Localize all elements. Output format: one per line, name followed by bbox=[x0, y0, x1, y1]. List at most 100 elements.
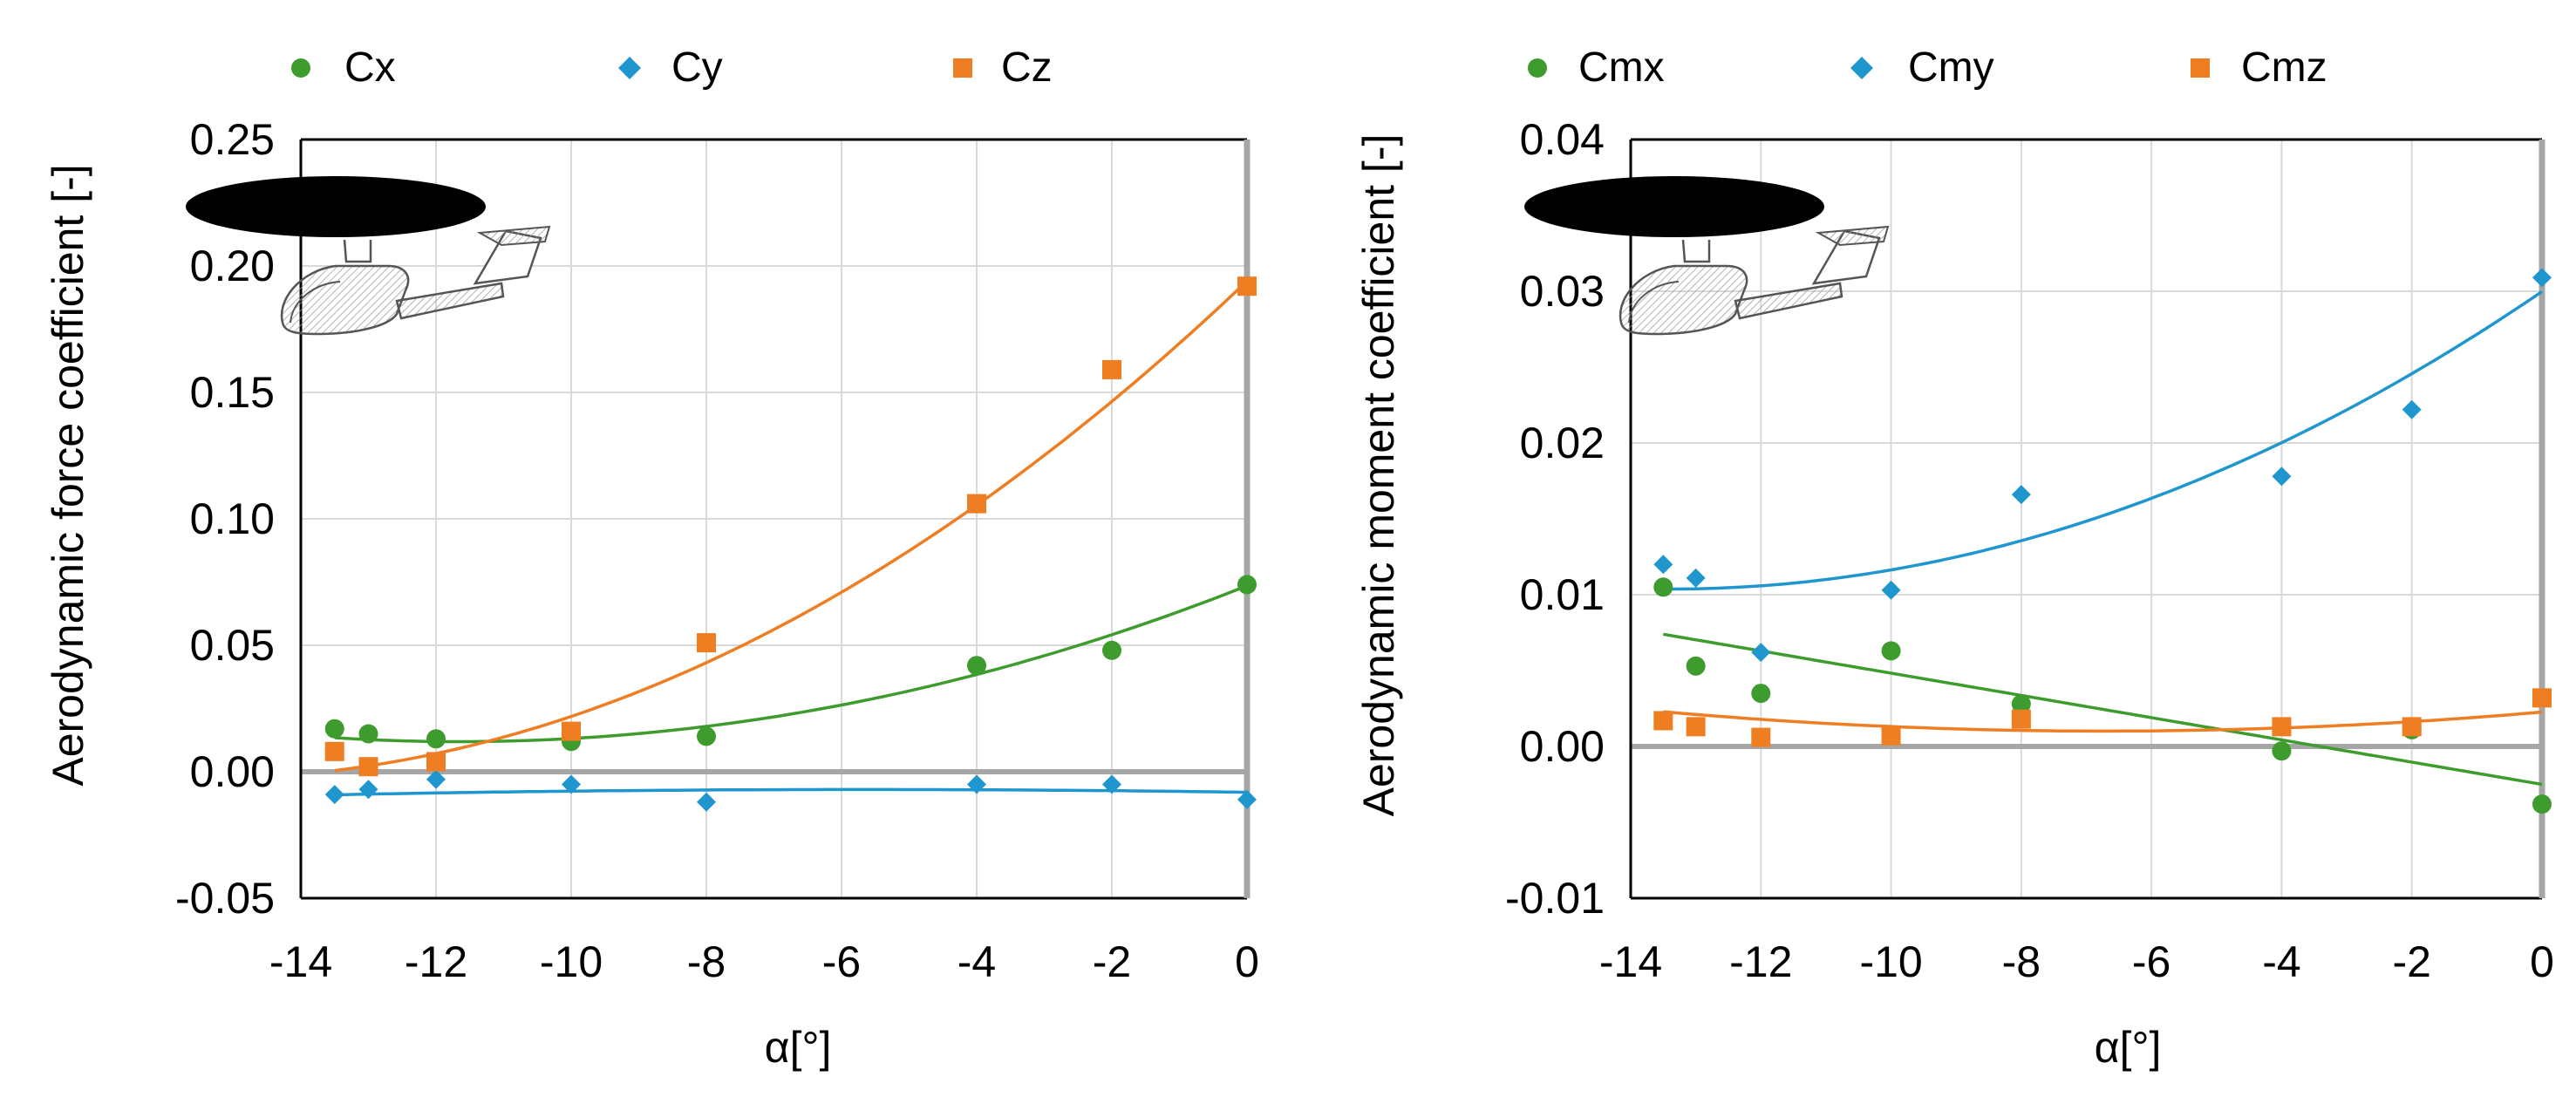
data-point-cz bbox=[562, 721, 581, 741]
legend-marker-cz bbox=[953, 58, 972, 78]
y-tick-label: 0.25 bbox=[190, 115, 275, 164]
rotor-mast bbox=[343, 239, 372, 263]
data-point-cmy bbox=[1653, 555, 1673, 575]
axes-frame bbox=[299, 138, 1251, 900]
moment-coefficient-chart: Cmx Cmy Cmz -14 -12 -10 -8 -6 -4 -2 0 bbox=[1354, 44, 2554, 1072]
y-tick-label: 0.00 bbox=[1520, 722, 1605, 771]
y-tick-label: 0.01 bbox=[1520, 570, 1605, 619]
legend-label-cmy: Cmy bbox=[1908, 44, 1994, 91]
legend-marker-cmx bbox=[1528, 58, 1547, 78]
trendline-cmy bbox=[1663, 290, 2543, 591]
axes-frame bbox=[1629, 138, 2545, 900]
y-tick-label: 0.00 bbox=[190, 747, 275, 796]
x-tick-label: -10 bbox=[1859, 937, 1922, 986]
x-tick-label: -8 bbox=[687, 937, 726, 986]
y-tick-label: -0.05 bbox=[175, 874, 275, 923]
data-point-cmy bbox=[1881, 580, 1901, 600]
horizontal-stabilizer bbox=[476, 225, 551, 247]
legend: Cmx Cmy Cmz bbox=[1528, 44, 2327, 91]
vertical-gridlines bbox=[1760, 140, 2413, 898]
data-point-cz bbox=[1102, 359, 1121, 379]
x-tick-label: -14 bbox=[1599, 937, 1662, 986]
y-axis-title: Aerodynamic moment coefficient [-] bbox=[1354, 134, 1403, 817]
legend-label-cmx: Cmx bbox=[1578, 44, 1665, 91]
data-point-cmz bbox=[2272, 717, 2292, 737]
y-tick-label: -0.01 bbox=[1505, 874, 1605, 923]
data-point-cx bbox=[1102, 640, 1121, 660]
data-point-cmz bbox=[1881, 726, 1901, 746]
x-axis-title: α[°] bbox=[2095, 1023, 2162, 1072]
legend-item-cy: Cy bbox=[618, 44, 723, 91]
x-tick-label: -12 bbox=[405, 937, 467, 986]
data-point-cy bbox=[358, 780, 378, 800]
trendlines bbox=[334, 280, 1249, 797]
y-tick-label: 0.10 bbox=[190, 494, 275, 543]
data-point-cmy bbox=[2402, 399, 2422, 419]
x-tick-label: 0 bbox=[2530, 937, 2554, 986]
data-point-cmx bbox=[1751, 684, 1771, 704]
x-tick-label: -2 bbox=[2392, 937, 2430, 986]
data-point-cmy bbox=[2272, 467, 2292, 487]
y-tick-labels: -0.01 0.00 0.01 0.02 0.03 0.04 bbox=[1505, 115, 1605, 923]
x-axis-title: α[°] bbox=[765, 1023, 832, 1072]
legend-item-cx: Cx bbox=[291, 44, 396, 91]
data-point-cmz bbox=[1686, 717, 1706, 737]
fuselage-pod bbox=[280, 264, 410, 336]
data-point-cx bbox=[358, 724, 378, 744]
data-point-cx bbox=[967, 656, 986, 676]
data-point-cx bbox=[426, 729, 446, 749]
data-point-cy bbox=[967, 774, 986, 794]
legend-item-cmx: Cmx bbox=[1528, 44, 1665, 91]
legend-marker-cmz bbox=[2191, 58, 2210, 78]
legend: Cx Cy Cz bbox=[291, 44, 1053, 91]
data-point-cmy bbox=[1751, 643, 1771, 663]
x-tick-label: -4 bbox=[957, 937, 996, 986]
rotor-disc bbox=[1524, 176, 1824, 237]
data-point-cx bbox=[697, 726, 716, 746]
data-point-cmy bbox=[2532, 268, 2552, 288]
trendline-cmz bbox=[1663, 710, 2543, 733]
x-tick-label: -2 bbox=[1093, 937, 1131, 986]
data-point-cmz bbox=[2402, 717, 2422, 737]
y-tick-label: 0.02 bbox=[1520, 419, 1605, 467]
y-tick-label: 0.03 bbox=[1520, 267, 1605, 316]
y-axis-title: Aerodynamic force coefficient [-] bbox=[44, 164, 92, 786]
force-coefficient-chart: Cx Cy Cz -14 -12 -10 -8 -6 -4 -2 0 bbox=[44, 44, 1259, 1072]
data-point-cmx bbox=[2272, 741, 2292, 761]
data-point-cz bbox=[1237, 276, 1257, 296]
x-tick-labels: -14 -12 -10 -8 -6 -4 -2 0 bbox=[269, 937, 1259, 986]
legend-label-cz: Cz bbox=[1001, 44, 1053, 91]
data-point-cmy bbox=[2011, 485, 2031, 505]
data-point-cx bbox=[324, 719, 344, 739]
data-points bbox=[1653, 268, 2552, 814]
data-point-cz bbox=[697, 633, 716, 653]
y-tick-label: 0.15 bbox=[190, 368, 275, 417]
x-tick-label: -12 bbox=[1729, 937, 1792, 986]
rotor-mast bbox=[1681, 239, 1711, 263]
data-point-cmx bbox=[2011, 694, 2031, 714]
x-tick-label: -6 bbox=[822, 937, 861, 986]
x-tick-labels: -14 -12 -10 -8 -6 -4 -2 0 bbox=[1599, 937, 2554, 986]
data-point-cy bbox=[697, 792, 716, 812]
data-point-cmz bbox=[1653, 711, 1673, 731]
x-tick-label: -10 bbox=[540, 937, 603, 986]
legend-label-cx: Cx bbox=[344, 44, 396, 91]
data-point-cmx bbox=[1881, 641, 1901, 661]
x-tick-label: -8 bbox=[2002, 937, 2041, 986]
y-tick-labels: -0.05 0.00 0.05 0.10 0.15 0.20 0.25 bbox=[175, 115, 275, 923]
x-tick-label: -14 bbox=[269, 937, 332, 986]
aircraft-inset bbox=[1524, 176, 1890, 336]
legend-item-cmz: Cmz bbox=[2191, 44, 2327, 91]
data-point-cmz bbox=[2532, 688, 2552, 708]
data-point-cy bbox=[426, 769, 446, 789]
data-point-cx bbox=[1237, 575, 1257, 595]
data-point-cz bbox=[967, 494, 986, 514]
data-point-cmz bbox=[1751, 727, 1771, 747]
legend-item-cmy: Cmy bbox=[1850, 44, 1994, 91]
trendline-cy bbox=[334, 787, 1248, 797]
trendline-cx bbox=[334, 584, 1248, 744]
data-point-cmz bbox=[2011, 709, 2031, 729]
data-point-cy bbox=[562, 774, 581, 794]
trendline-cz bbox=[334, 280, 1249, 773]
